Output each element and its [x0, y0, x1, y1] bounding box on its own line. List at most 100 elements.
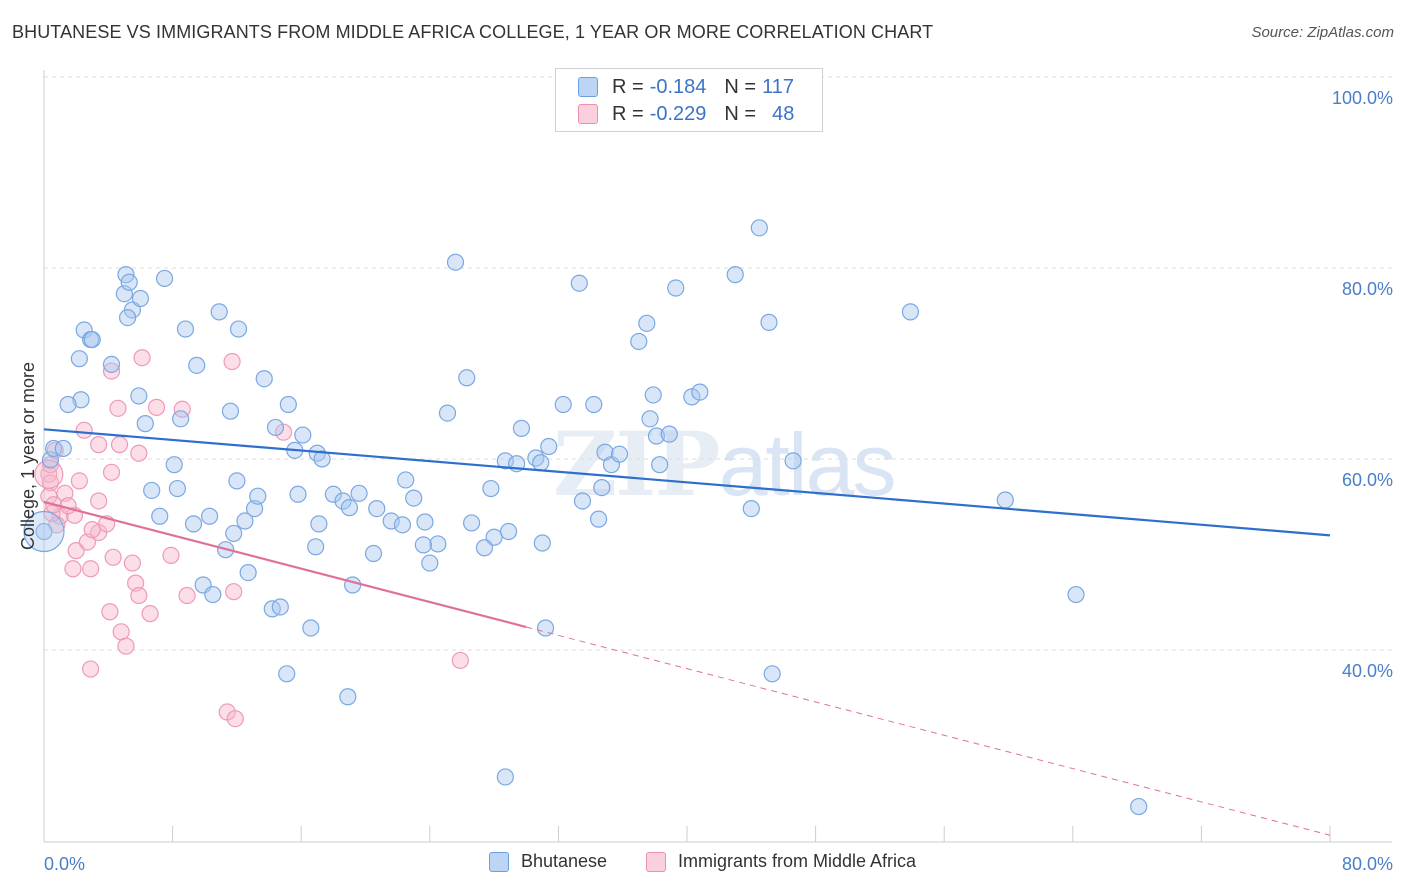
data-point-bhutanese	[1130, 797, 1148, 816]
data-point-middle-africa	[123, 554, 142, 572]
data-point-bhutanese	[271, 598, 289, 616]
data-point-middle-africa	[162, 546, 180, 565]
data-point-bhutanese	[532, 454, 550, 472]
data-point-bhutanese	[54, 439, 72, 458]
data-point-bhutanese	[397, 471, 415, 489]
data-point-bhutanese	[131, 289, 150, 308]
legend-swatch-pink	[646, 851, 666, 872]
data-point-middle-africa	[130, 586, 148, 605]
tick-labels: 100.0% 80.0% 60.0% 40.0% 0.0% 80.0%	[44, 88, 1393, 874]
trend-lines	[43, 428, 1331, 836]
data-point-middle-africa	[90, 492, 108, 510]
correlation-legend: R = -0.184 N = 117 R = -0.229 N = 48	[555, 68, 823, 132]
data-point-bhutanese	[585, 395, 603, 414]
data-point-bhutanese	[102, 355, 121, 373]
legend-r-label: R =	[612, 102, 644, 125]
data-point-bhutanese	[726, 266, 744, 284]
data-point-bhutanese	[364, 544, 383, 563]
data-point-bhutanese	[165, 456, 183, 474]
data-point-bhutanese	[188, 356, 206, 374]
trend-line-middle-africa-extrapolated	[526, 626, 1331, 836]
data-point-bhutanese	[763, 665, 781, 683]
series-immigrants-middle-africa-points	[34, 349, 469, 728]
data-point-bhutanese	[278, 665, 296, 683]
data-point-bhutanese	[313, 450, 331, 468]
legend-r-label: R =	[612, 75, 644, 98]
data-point-bhutanese	[536, 619, 555, 637]
data-point-bhutanese	[289, 485, 307, 503]
data-point-middle-africa	[102, 362, 121, 380]
data-point-bhutanese	[168, 479, 187, 498]
legend-item-middle-africa: Immigrants from Middle Africa	[646, 851, 916, 872]
data-point-bhutanese	[485, 528, 503, 546]
y-tick-label: 40.0%	[1342, 661, 1393, 681]
x-tick-label-max: 80.0%	[1342, 854, 1393, 874]
data-point-bhutanese	[416, 513, 434, 531]
data-point-bhutanese	[691, 383, 709, 401]
data-point-middle-africa	[70, 472, 88, 490]
trend-line-bhutanese	[43, 428, 1331, 537]
data-point-bhutanese	[499, 522, 518, 541]
data-point-middle-africa	[451, 651, 469, 670]
data-point-bhutanese	[593, 478, 611, 497]
data-point-bhutanese	[554, 395, 572, 414]
data-point-bhutanese	[324, 485, 342, 503]
data-point-bhutanese	[438, 404, 457, 422]
data-point-middle-africa	[75, 421, 93, 439]
data-point-bhutanese	[255, 370, 273, 388]
data-point-bhutanese	[475, 539, 494, 557]
data-point-bhutanese	[225, 524, 243, 543]
series-bhutanese-points	[23, 219, 1148, 816]
legend-n-value: 48	[772, 102, 795, 125]
data-point-bhutanese	[204, 585, 222, 604]
legend-n-label: N =	[724, 75, 757, 98]
data-point-bhutanese	[130, 387, 148, 405]
data-point-bhutanese	[266, 418, 285, 437]
data-point-bhutanese	[249, 487, 267, 505]
data-point-bhutanese	[750, 219, 768, 237]
legend-swatch-blue	[489, 851, 509, 872]
legend-row-bhutanese: R = -0.184 N = 117	[578, 74, 794, 100]
chart-title: BHUTANESE VS IMMIGRANTS FROM MIDDLE AFRI…	[12, 22, 934, 42]
data-point-bhutanese	[236, 512, 254, 530]
data-point-middle-africa	[102, 463, 121, 481]
data-point-bhutanese	[239, 563, 257, 582]
y-tick-label: 100.0%	[1332, 88, 1393, 108]
data-point-middle-africa	[117, 637, 135, 655]
data-point-bhutanese	[302, 619, 320, 637]
data-point-bhutanese	[496, 452, 514, 470]
series-legend: Bhutanese Immigrants from Middle Africa	[0, 851, 1406, 877]
data-point-bhutanese	[307, 538, 325, 556]
watermark-zip: ZIP	[553, 412, 721, 516]
data-point-bhutanese	[651, 456, 669, 474]
legend-swatch-pink	[578, 104, 598, 124]
data-point-bhutanese	[350, 484, 368, 502]
data-point-bhutanese	[228, 472, 246, 490]
data-point-bhutanese	[200, 507, 219, 525]
data-point-bhutanese	[784, 452, 802, 470]
chart-source: Source: ZipAtlas.com	[1251, 24, 1394, 41]
data-point-bhutanese	[462, 514, 481, 532]
data-point-bhutanese	[667, 279, 685, 297]
data-point-middle-africa	[147, 398, 166, 416]
data-point-bhutanese	[496, 768, 514, 786]
data-point-bhutanese	[573, 492, 592, 510]
data-point-bhutanese	[176, 320, 195, 338]
data-point-bhutanese	[421, 554, 439, 572]
data-point-bhutanese	[229, 320, 248, 338]
data-point-middle-africa	[225, 583, 243, 601]
data-point-bhutanese	[118, 309, 137, 327]
data-point-middle-africa	[82, 560, 100, 578]
data-point-bhutanese	[59, 395, 77, 414]
data-point-bhutanese	[155, 269, 174, 288]
legend-r-value: -0.184	[649, 75, 707, 98]
data-point-middle-africa	[274, 423, 293, 441]
y-axis-label: College, 1 year or more	[18, 362, 38, 550]
data-point-bhutanese	[393, 516, 412, 534]
data-point-bhutanese	[996, 491, 1014, 509]
data-point-bhutanese	[660, 425, 678, 443]
trend-line-middle-africa	[43, 500, 527, 629]
data-point-bhutanese	[458, 369, 476, 387]
data-point-bhutanese	[368, 500, 386, 518]
data-point-bhutanese	[638, 314, 656, 332]
